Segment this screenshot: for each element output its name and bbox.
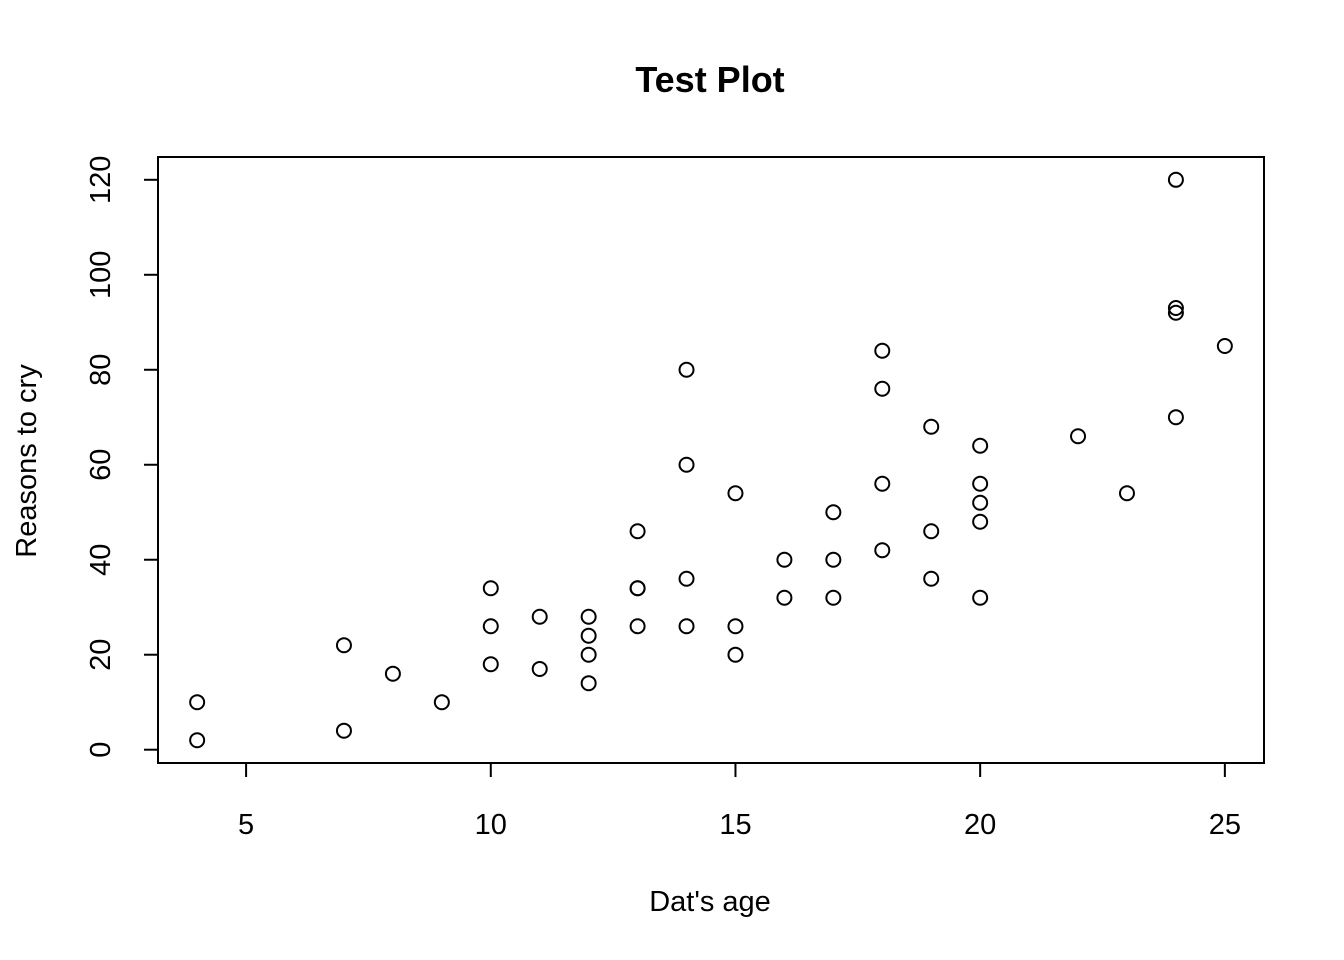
- data-point: [335, 637, 352, 654]
- data-point: [825, 551, 842, 568]
- data-point: [580, 646, 597, 663]
- data-point: [580, 627, 597, 644]
- data-point: [1167, 300, 1184, 317]
- data-point: [629, 580, 646, 597]
- data-point: [972, 494, 989, 511]
- x-tick-label: 25: [1209, 809, 1241, 841]
- data-point: [629, 618, 646, 635]
- x-axis: 5 10 15 20 25: [238, 762, 1241, 841]
- data-point: [531, 660, 548, 677]
- data-point: [482, 618, 499, 635]
- chart-title: Test Plot: [635, 59, 784, 100]
- data-point: [335, 722, 352, 739]
- data-point: [923, 523, 940, 540]
- data-point: [629, 523, 646, 540]
- data-point: [678, 618, 695, 635]
- data-point: [580, 608, 597, 625]
- data-point: [1167, 409, 1184, 426]
- y-tick-label: 40: [85, 544, 117, 576]
- data-point: [972, 475, 989, 492]
- data-point: [1167, 304, 1184, 321]
- y-tick-label: 60: [85, 449, 117, 481]
- data-point: [678, 456, 695, 473]
- data-point: [727, 485, 744, 502]
- data-point: [580, 675, 597, 692]
- data-point: [189, 732, 206, 749]
- y-tick-label: 0: [85, 742, 117, 758]
- y-axis: 0 20 40 60 80 100 120: [85, 156, 159, 758]
- data-point: [776, 589, 793, 606]
- data-point: [874, 542, 891, 559]
- data-point: [923, 418, 940, 435]
- data-point: [678, 361, 695, 378]
- y-tick-label: 120: [85, 156, 117, 204]
- data-point: [874, 475, 891, 492]
- y-axis-label: Reasons to cry: [11, 364, 43, 558]
- plot-frame: [157, 156, 1265, 764]
- data-point: [1167, 171, 1184, 188]
- data-point: [972, 589, 989, 606]
- data-point: [972, 513, 989, 530]
- y-tick-label: 80: [85, 354, 117, 386]
- data-point: [825, 504, 842, 521]
- data-point: [776, 551, 793, 568]
- data-point: [1070, 428, 1087, 445]
- data-point: [874, 342, 891, 359]
- data-point: [1118, 485, 1135, 502]
- data-point: [189, 694, 206, 711]
- data-point: [727, 618, 744, 635]
- data-point: [433, 694, 450, 711]
- y-tick-label: 100: [85, 251, 117, 299]
- x-tick-label: 10: [475, 809, 507, 841]
- data-point: [482, 580, 499, 597]
- data-point: [531, 608, 548, 625]
- data-point: [678, 570, 695, 587]
- data-point: [825, 589, 842, 606]
- data-point: [384, 665, 401, 682]
- data-point: [482, 656, 499, 673]
- data-points: [189, 171, 1233, 749]
- data-point: [727, 646, 744, 663]
- x-axis-label: Dat's age: [649, 886, 771, 918]
- data-point: [874, 380, 891, 397]
- x-tick-label: 20: [964, 809, 996, 841]
- y-tick-label: 20: [85, 639, 117, 671]
- data-point: [972, 437, 989, 454]
- data-point: [1216, 338, 1233, 355]
- data-point: [923, 570, 940, 587]
- x-tick-label: 15: [719, 809, 751, 841]
- x-tick-label: 5: [238, 809, 254, 841]
